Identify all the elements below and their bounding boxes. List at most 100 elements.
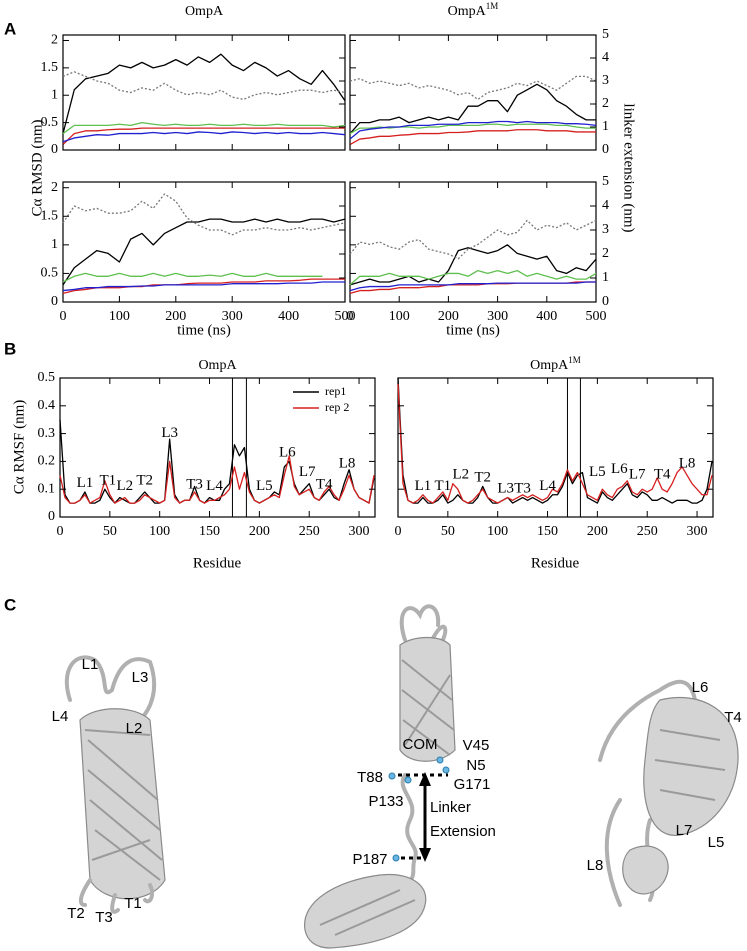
data-line: [62, 131, 346, 143]
atom: [388, 772, 396, 780]
chart-title: OmpA1M: [530, 355, 581, 373]
x-axis-label: time (ns): [446, 322, 500, 338]
y-tick-label: 1: [51, 87, 58, 102]
data-line: [349, 269, 597, 286]
y-tick-label: 0: [48, 509, 55, 524]
plot-frame: [349, 34, 597, 151]
annotation: L6: [279, 444, 296, 460]
x-tick-label: 100: [149, 524, 170, 539]
x-tick-label: 100: [487, 524, 508, 539]
y2-tick-label: 1: [602, 119, 609, 134]
structure-label: N5: [466, 757, 485, 774]
y2-tick-label: 3: [602, 222, 609, 237]
title-text: OmpA: [530, 358, 569, 373]
data-line: [62, 53, 346, 134]
y-tick-label: 1.5: [41, 60, 59, 75]
title-text: OmpA: [185, 4, 224, 19]
structure-middle: COM V45 N5 T88 G171 P133 Linker Extensio…: [304, 604, 496, 949]
annotation: T4: [654, 467, 671, 483]
title-text: OmpA: [448, 4, 487, 19]
x-axis-label: time (ns): [177, 322, 231, 338]
x-tick-label: 400: [278, 309, 299, 324]
y-tick-label: 1.5: [41, 209, 59, 224]
x-tick-label: 400: [536, 309, 557, 324]
plot-frame: [397, 377, 714, 518]
data-line: [349, 281, 596, 292]
x-tick-label: 0: [395, 524, 402, 539]
structure-right: L6 T4 L7 L5 L8: [587, 679, 742, 907]
data-line: [62, 218, 346, 286]
y-tick-label: 0.4: [38, 398, 56, 413]
panel-label: C: [4, 595, 16, 614]
x-tick-label: 50: [441, 524, 455, 539]
y-tick-label: 0.2: [38, 454, 56, 469]
data-line: [349, 123, 596, 135]
structure-label: T4: [724, 709, 742, 726]
y2-tick-label: 4: [602, 50, 609, 65]
structure-label: L3: [132, 669, 149, 686]
data-line: [349, 219, 597, 260]
x-tick-label: 200: [587, 524, 608, 539]
chart-title: OmpA1M: [448, 1, 499, 19]
plot-frame: [59, 377, 376, 518]
y2-tick-label: 1: [602, 270, 609, 285]
chart-title: OmpA: [185, 4, 224, 19]
annotation: T3: [186, 476, 203, 492]
title-text: OmpA: [198, 358, 237, 373]
helix: [622, 845, 669, 895]
data-line: [62, 121, 346, 135]
x-tick-label: 300: [222, 309, 243, 324]
structure-label: L7: [676, 822, 693, 839]
structure-label: L2: [126, 720, 143, 737]
annotation: L8: [679, 456, 696, 472]
structure-left: L1 L3 L4 L2 T2 T3 T1: [52, 655, 166, 926]
structure-label: L5: [708, 834, 725, 851]
legend-label: rep 2: [325, 400, 349, 414]
annotation: T3: [514, 481, 531, 497]
annotation: L7: [629, 467, 646, 483]
x-tick-label: 300: [487, 309, 508, 324]
title-superscript: 1M: [568, 355, 581, 365]
barrel: [79, 708, 166, 900]
data-line: [397, 377, 713, 504]
atom: [442, 766, 450, 774]
y2-tick-label: 5: [602, 174, 609, 189]
structure-label: T1: [124, 895, 142, 912]
annotation: L4: [539, 478, 556, 494]
plot-frame: [349, 181, 597, 303]
annotation: L2: [116, 478, 133, 494]
x-tick-label: 300: [687, 524, 708, 539]
atom: [392, 854, 400, 862]
data-line: [349, 120, 597, 140]
strands: [401, 659, 455, 756]
structure-label: L4: [52, 708, 69, 725]
annotation: L1: [415, 478, 432, 494]
y-tick-label: 0.5: [38, 370, 56, 385]
x-tick-label: 500: [586, 309, 607, 324]
y-axis-label: Cα RMSF (nm): [11, 400, 27, 495]
x-tick-label: 0: [57, 524, 64, 539]
structure-label: T3: [95, 909, 113, 926]
annotation: T4: [316, 476, 333, 492]
x-tick-label: 300: [349, 524, 370, 539]
data-line: [397, 383, 713, 504]
y-tick-label: 0.5: [41, 266, 59, 281]
y-tick-label: 2: [51, 33, 58, 48]
loop: [64, 655, 157, 722]
x-tick-label: 250: [637, 524, 658, 539]
structure-label: T2: [67, 905, 85, 922]
data-line: [62, 127, 345, 145]
y2-tick-label: 2: [602, 246, 609, 261]
annotation: L3: [161, 425, 178, 441]
data-line: [59, 419, 375, 504]
data-line: [349, 75, 597, 101]
structure-label: T88: [357, 769, 383, 786]
chart: 0 1 2 3 4 5 OmpA1M linker extension (nm): [349, 1, 637, 233]
y2-tick-label: 4: [602, 198, 609, 213]
x-tick-label: 100: [389, 309, 410, 324]
data-line: [349, 244, 597, 286]
strands: [84, 729, 163, 881]
structure-label: L8: [587, 857, 604, 874]
x-tick-label: 500: [335, 309, 356, 324]
